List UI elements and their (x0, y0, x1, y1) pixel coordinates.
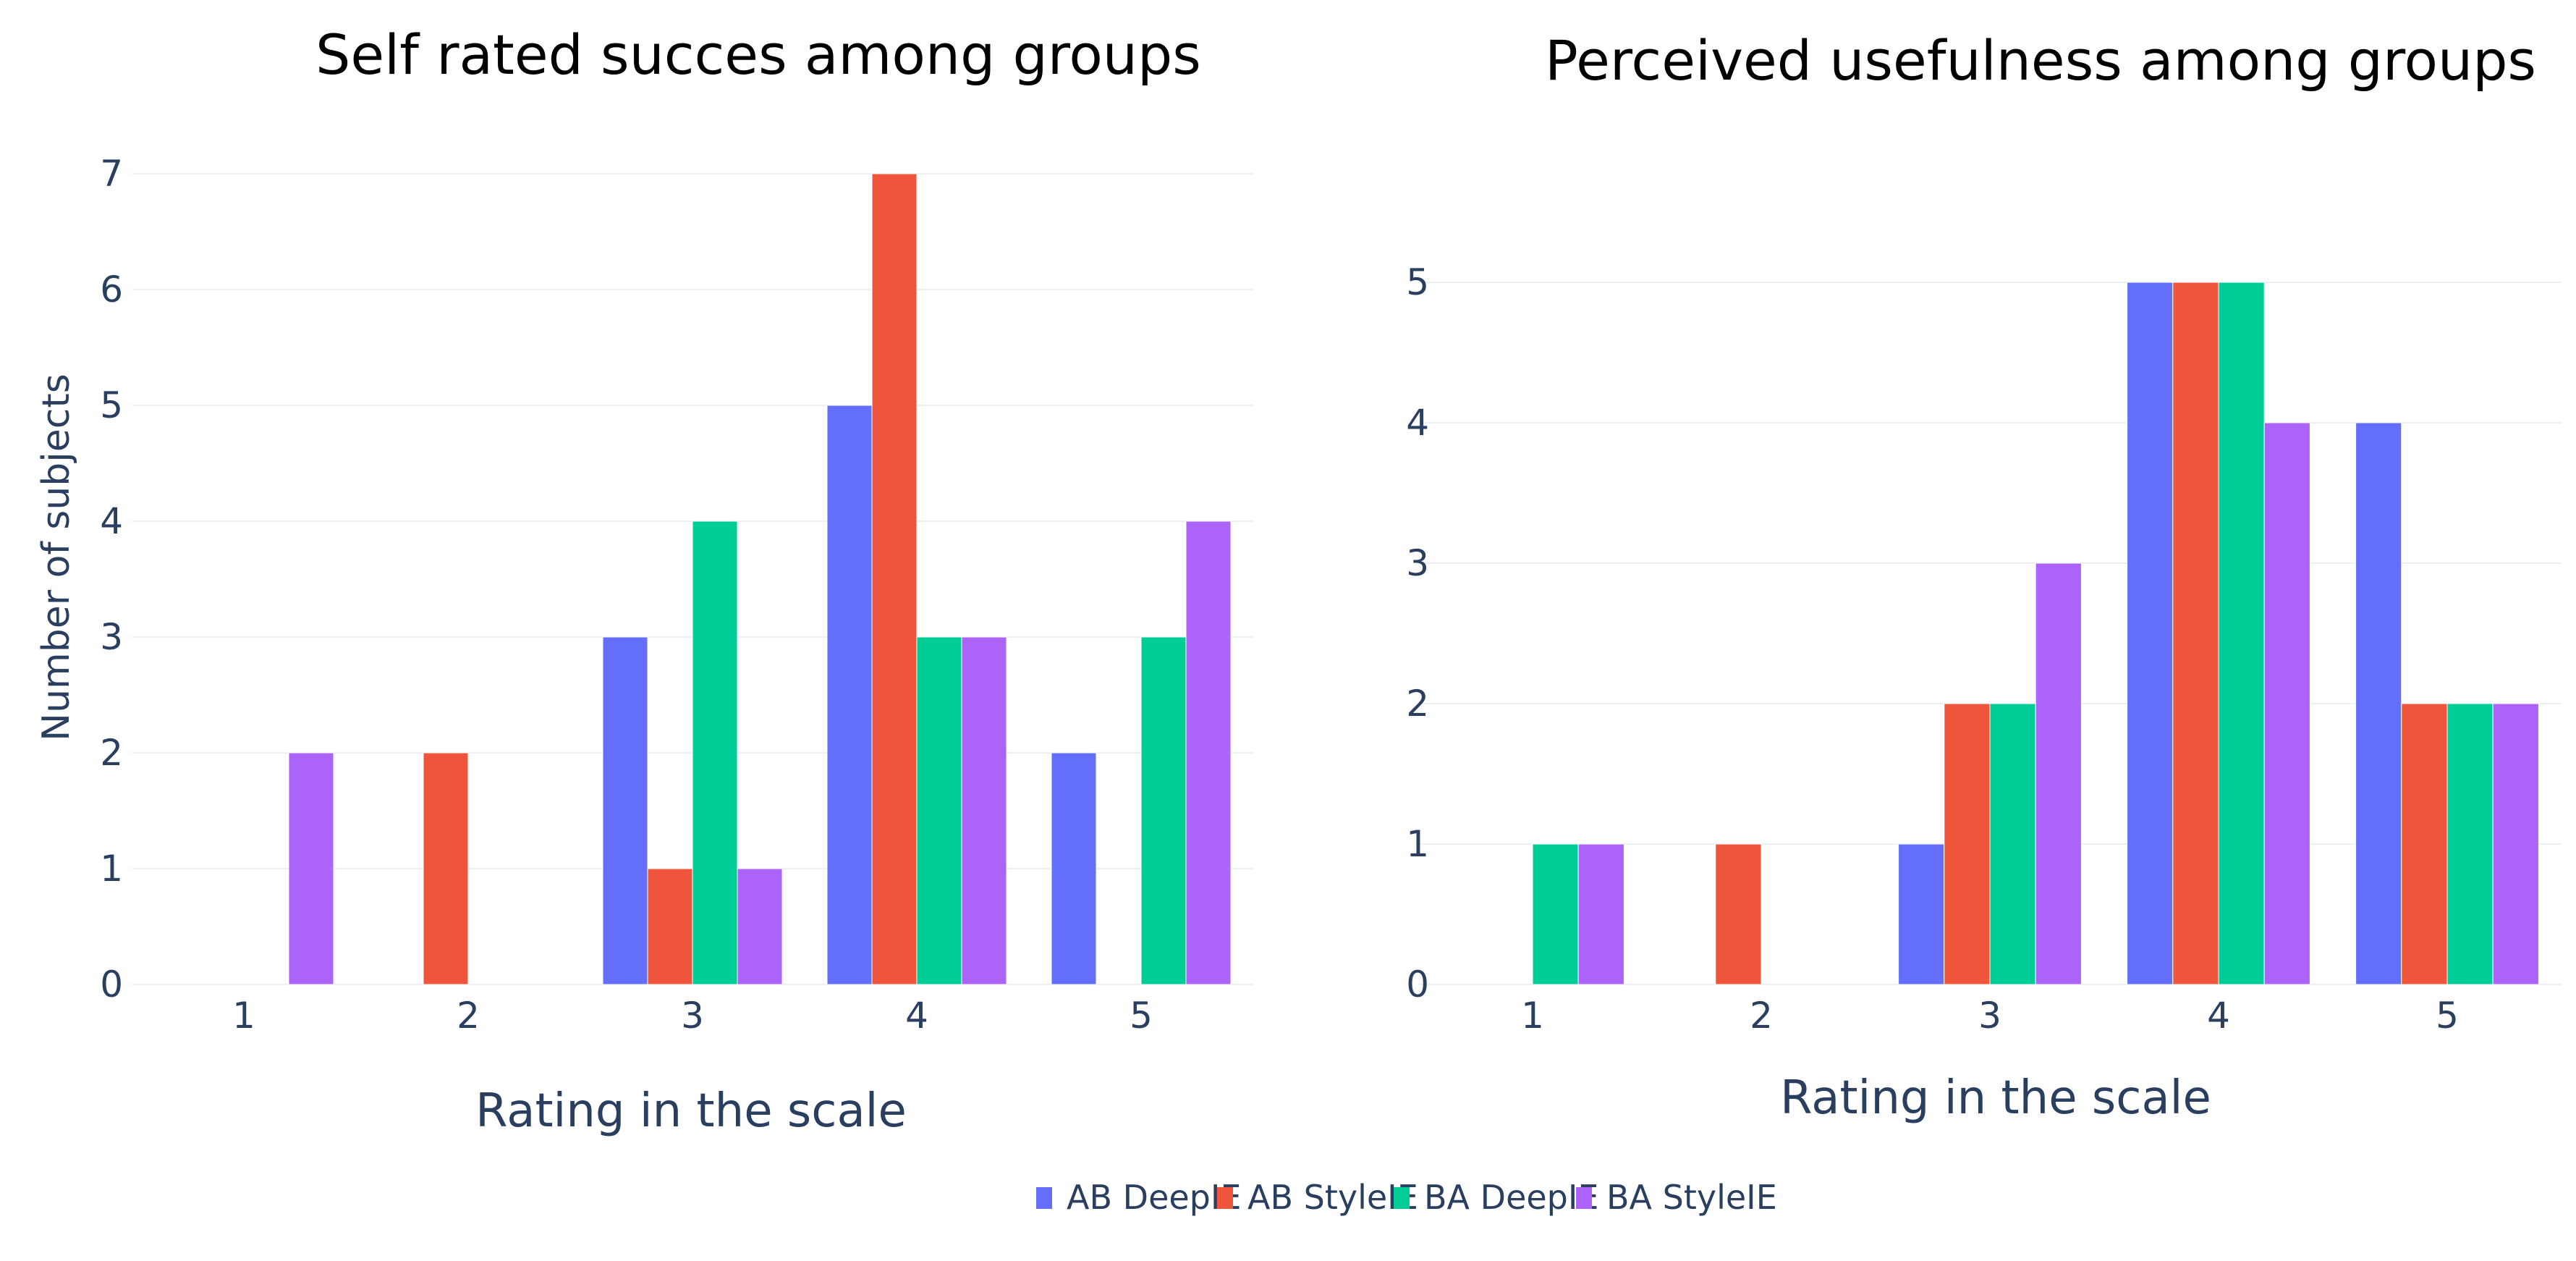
x-tick-label: 2 (1750, 995, 1773, 1037)
bar-ab-styleie-rating-4 (871, 173, 918, 985)
bar-ab-styleie-rating-2 (423, 752, 469, 985)
bar-ab-styleie-rating-2 (1715, 843, 1762, 985)
legend-swatch (1036, 1187, 1052, 1209)
bar-ba-styleie-rating-1 (1577, 843, 1624, 985)
bar-ab-styleie-rating-4 (2172, 282, 2219, 985)
x-tick-label: 3 (681, 995, 704, 1037)
bar-ba-deepie-rating-3 (692, 520, 738, 985)
legend-item-ba-styleie[interactable]: BA StyleIE (1576, 1178, 1777, 1217)
y-tick-label: 0 (1406, 963, 1429, 1005)
y-tick-label: 4 (1406, 402, 1429, 444)
legend-swatch (1394, 1187, 1410, 1209)
chart-title: Perceived usefulness among groups (1545, 28, 2536, 93)
chart-self-rated-success: Self rated succes among groups Number of… (35, 22, 1253, 1138)
y-axis-ticks: 0 1 2 3 4 5 6 7 (100, 153, 123, 1005)
bars (288, 173, 1232, 985)
legend-label: BA DeepIE (1424, 1178, 1599, 1217)
y-tick-label: 1 (1406, 823, 1429, 865)
bar-ab-styleie-rating-5 (2401, 703, 2448, 985)
bar-ab-deepie-rating-3 (602, 636, 648, 985)
x-tick-label: 1 (232, 995, 255, 1037)
bar-ab-deepie-rating-5 (1051, 752, 1097, 985)
bar-ba-styleie-rating-4 (961, 636, 1007, 985)
x-axis-ticks: 1 2 3 4 5 (232, 995, 1153, 1037)
y-axis-title: Number of subjects (35, 374, 78, 741)
chart-title: Self rated succes among groups (315, 22, 1201, 87)
bar-ba-deepie-rating-5 (1140, 636, 1187, 985)
legend-item-ba-deepie[interactable]: BA DeepIE (1394, 1178, 1599, 1217)
bar-ab-styleie-rating-3 (1944, 703, 1991, 985)
bar-ba-styleie-rating-1 (288, 752, 334, 985)
bars (1532, 282, 2539, 985)
legend-item-ab-deepie[interactable]: AB DeepIE (1036, 1178, 1242, 1217)
legend-label: BA StyleIE (1606, 1178, 1777, 1217)
x-tick-label: 5 (1130, 995, 1153, 1037)
y-tick-label: 5 (100, 384, 123, 426)
x-tick-label: 3 (1978, 995, 2001, 1037)
x-axis-title: Rating in the scale (1780, 1071, 2211, 1125)
legend-swatch (1217, 1187, 1233, 1209)
y-tick-label: 4 (100, 500, 123, 542)
bar-ba-deepie-rating-1 (1532, 843, 1579, 985)
y-tick-label: 3 (100, 616, 123, 658)
y-tick-label: 2 (100, 732, 123, 774)
bar-ba-styleie-rating-3 (2035, 562, 2082, 985)
bar-ba-deepie-rating-3 (1989, 703, 2036, 985)
bar-ba-styleie-rating-3 (737, 868, 783, 985)
bar-ba-styleie-rating-5 (1185, 520, 1232, 985)
y-tick-label: 0 (100, 963, 123, 1005)
legend-swatch (1576, 1187, 1592, 1209)
bar-ba-styleie-rating-4 (2263, 422, 2310, 985)
y-tick-label: 7 (100, 153, 123, 195)
bar-ba-deepie-rating-5 (2446, 703, 2494, 985)
y-tick-label: 1 (100, 848, 123, 890)
y-tick-label: 3 (1406, 542, 1429, 584)
bar-ab-deepie-rating-5 (2355, 422, 2402, 985)
bar-ab-deepie-rating-3 (1898, 843, 1945, 985)
bar-ab-styleie-rating-3 (647, 868, 693, 985)
x-tick-label: 2 (457, 995, 480, 1037)
bar-ba-deepie-rating-4 (2218, 282, 2265, 985)
bar-ab-deepie-rating-4 (826, 405, 873, 985)
x-tick-label: 4 (2207, 995, 2230, 1037)
x-tick-label: 1 (1521, 995, 1544, 1037)
x-tick-label: 4 (905, 995, 928, 1037)
legend-label: AB StyleIE (1247, 1178, 1418, 1217)
y-tick-label: 6 (100, 269, 123, 311)
legend: AB DeepIE AB StyleIE BA DeepIE BA StyleIE (1036, 1178, 1777, 1217)
bar-ba-styleie-rating-5 (2492, 703, 2539, 985)
chart-perceived-usefulness: Perceived usefulness among groups Rating… (1406, 28, 2562, 1125)
y-axis-ticks: 0 1 2 3 4 5 (1406, 261, 1429, 1005)
bar-ba-deepie-rating-4 (916, 636, 962, 985)
x-tick-label: 5 (2436, 995, 2459, 1037)
x-axis-title: Rating in the scale (475, 1084, 907, 1138)
legend-item-ab-styleie[interactable]: AB StyleIE (1217, 1178, 1418, 1217)
y-tick-label: 5 (1406, 261, 1429, 303)
legend-label: AB DeepIE (1067, 1178, 1242, 1217)
y-tick-label: 2 (1406, 683, 1429, 725)
bar-ab-deepie-rating-4 (2127, 282, 2174, 985)
x-axis-ticks: 1 2 3 4 5 (1521, 995, 2459, 1037)
